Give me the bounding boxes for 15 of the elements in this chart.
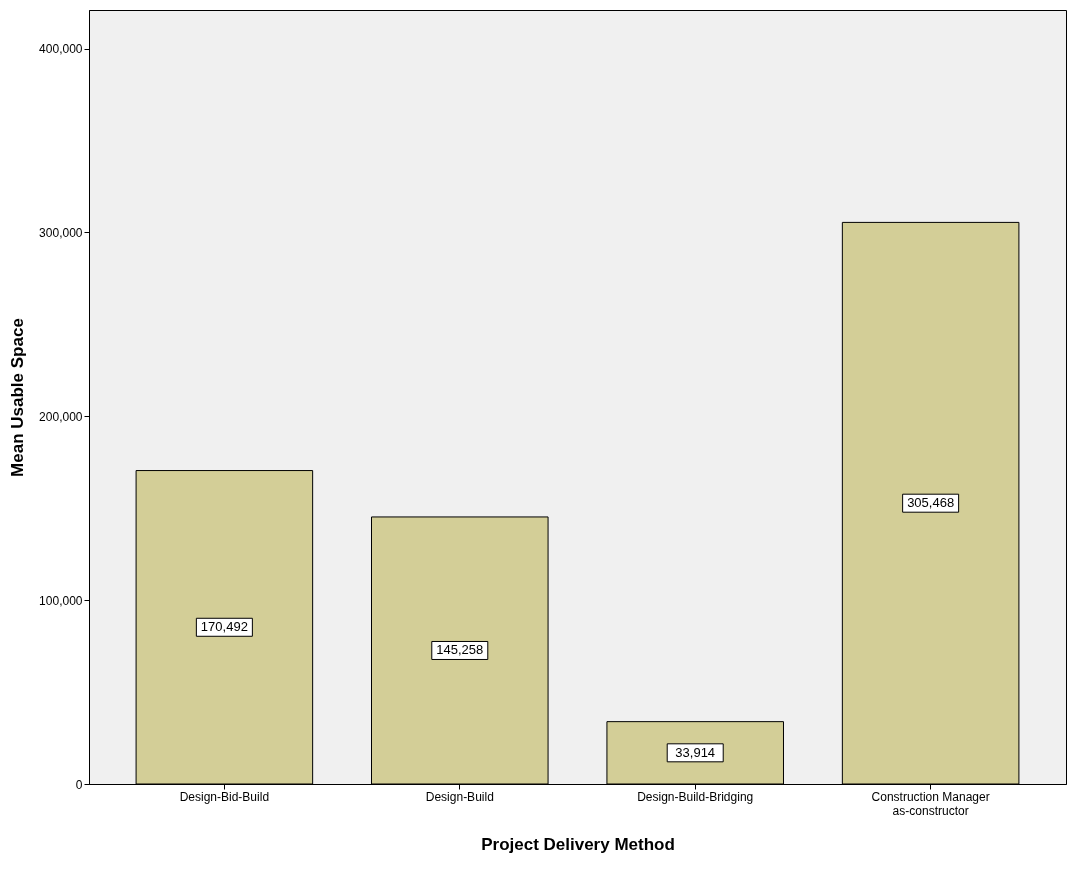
y-tick-label: 100,000 [39, 593, 83, 608]
data-label: 33,914 [675, 744, 716, 760]
y-axis-title: Mean Usable Space [8, 318, 28, 477]
data-label: 305,468 [907, 495, 955, 511]
y-tick-label: 400,000 [39, 42, 83, 57]
y-tick-label: 0 [75, 777, 83, 792]
x-axis-title: Project Delivery Method [481, 834, 675, 854]
y-tick-label: 300,000 [39, 225, 83, 240]
x-tick-label: Design-Bid-Build [179, 789, 270, 804]
x-tick-label: Construction Manager as-constructor [871, 789, 990, 818]
data-label: 170,492 [200, 619, 248, 635]
x-tick-label: Design-Build [425, 789, 494, 804]
x-tick-label: Design-Build-Bridging [637, 789, 754, 804]
data-label: 145,258 [436, 642, 484, 658]
y-tick-label: 200,000 [39, 409, 83, 424]
